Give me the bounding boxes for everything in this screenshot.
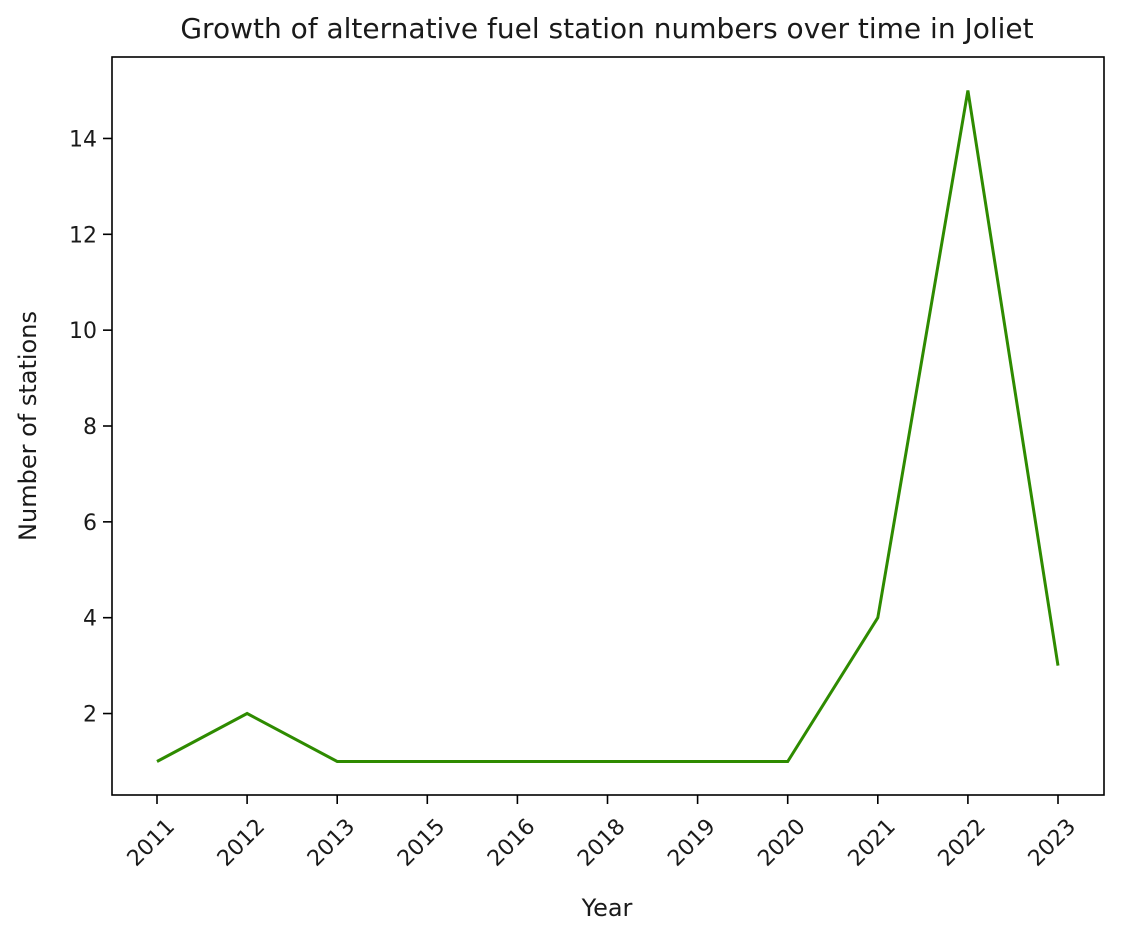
y-tick-label: 10 bbox=[69, 319, 97, 344]
x-tick-label: 2013 bbox=[303, 814, 360, 871]
x-tick-label: 2019 bbox=[663, 814, 720, 871]
y-axis-label: Number of stations bbox=[14, 311, 42, 541]
series-line bbox=[156, 90, 1060, 763]
y-tick-label: 4 bbox=[83, 607, 97, 632]
x-axis-ticks: 2011 2012 2013 2015 2016 2018 2019 2020 2021 2022… bbox=[123, 795, 1081, 872]
x-tick-label: 2023 bbox=[1024, 814, 1081, 871]
y-tick-label: 8 bbox=[83, 415, 97, 440]
x-tick-label: 2011 bbox=[123, 814, 180, 871]
x-tick-label: 2016 bbox=[483, 814, 540, 871]
x-tick-label: 2022 bbox=[934, 814, 991, 871]
x-axis-label: Year bbox=[581, 894, 633, 922]
y-tick-label: 6 bbox=[83, 511, 97, 536]
y-tick-label: 12 bbox=[69, 223, 97, 248]
y-axis-ticks: 2 4 6 8 10 12 14 bbox=[69, 127, 112, 728]
plot-frame bbox=[111, 56, 1105, 796]
x-tick-label: 2018 bbox=[573, 814, 630, 871]
y-tick-label: 2 bbox=[83, 703, 97, 728]
x-tick-label: 2021 bbox=[844, 814, 901, 871]
x-tick-label: 2020 bbox=[753, 814, 810, 871]
x-tick-label: 2015 bbox=[393, 814, 450, 871]
y-tick-label: 14 bbox=[69, 127, 97, 152]
x-tick-label: 2012 bbox=[213, 814, 270, 871]
chart-title: Growth of alternative fuel station numbe… bbox=[180, 12, 1033, 45]
